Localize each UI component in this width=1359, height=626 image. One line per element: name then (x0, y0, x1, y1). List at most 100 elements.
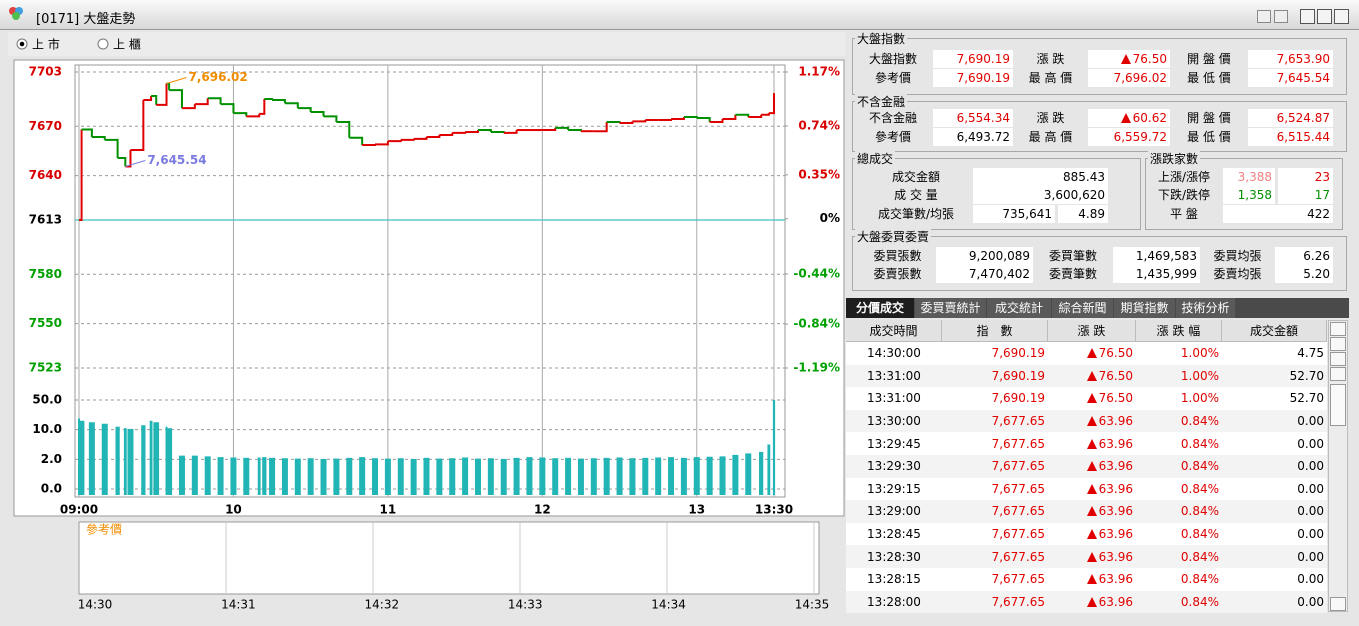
scroll-thumb[interactable] (1330, 384, 1346, 426)
x-tick-label: 14:34 (651, 598, 686, 612)
label-cell: 最 低 價 (1173, 69, 1245, 87)
label-cell: 最 低 價 (1173, 128, 1245, 146)
up-arrow (1086, 596, 1097, 607)
radio[interactable] (97, 38, 109, 50)
y-tick-label: 7703 (29, 65, 62, 79)
price-segment (387, 139, 402, 143)
y2-tick-label: 0.35% (798, 167, 840, 181)
price-segment (181, 104, 196, 110)
scroll-button[interactable] (1330, 352, 1346, 366)
cell-text: 3,600,620 (1043, 188, 1105, 202)
volume-bar (772, 400, 776, 495)
table-cell: 7,690.19 (942, 387, 1048, 410)
up-arrow (1086, 348, 1097, 359)
scroll-button[interactable] (1330, 597, 1346, 611)
close-button[interactable] (1334, 9, 1349, 24)
tab[interactable]: 技術分析 (1176, 298, 1235, 318)
scroll-button[interactable] (1330, 322, 1346, 336)
cell-text: 上漲/漲停 (1157, 170, 1211, 184)
volume-bar (732, 454, 739, 495)
cell-text: 6,559.72 (1113, 130, 1167, 144)
tab[interactable]: 分價成交 (846, 298, 914, 318)
tab[interactable]: 綜合新聞 (1052, 298, 1113, 318)
minimize-button[interactable] (1300, 9, 1315, 24)
label-cell: 委賣筆數 (1036, 265, 1110, 283)
app-icon (15, 7, 23, 15)
cell-text: 6.26 (1303, 249, 1330, 263)
table-row (846, 364, 1327, 388)
cell-text: 7,677.65 (991, 504, 1045, 519)
panel-box (1145, 158, 1343, 230)
table-row (846, 522, 1327, 546)
cell-text: 13:28:45 (867, 527, 921, 542)
label-cell: 參考價 (856, 128, 930, 146)
pin-button[interactable] (1257, 10, 1271, 23)
table-cell: 76.50 (1048, 342, 1136, 365)
cell-text: 13:31:00 (867, 391, 921, 406)
option-label[interactable]: 上 櫃 (113, 38, 141, 52)
cell-text: 0.00 (1297, 594, 1324, 609)
up-arrow (1086, 370, 1097, 381)
volume-bar (204, 456, 211, 495)
label-cell: 最 高 價 (1016, 128, 1085, 146)
price-segment (400, 138, 415, 141)
panel-box (852, 236, 1347, 291)
table-cell: 7,677.65 (942, 478, 1048, 501)
volume-bar (141, 425, 146, 495)
table-cell: 0.00 (1222, 478, 1327, 501)
option-label[interactable]: 上 市 (32, 37, 60, 52)
table-cell: 76.50 (1048, 387, 1136, 410)
price-segment (194, 98, 209, 106)
cell-text: 成交金額 (891, 170, 940, 184)
plot-frame (74, 64, 786, 498)
volume-bar (127, 428, 134, 495)
cell-text: 0.00 (1297, 504, 1324, 519)
cell-text: 7,677.65 (991, 459, 1045, 474)
cell-text: 漲 跌 (1036, 111, 1065, 125)
label-cell: 最 高 價 (1016, 69, 1085, 87)
y-tick-label: 7523 (29, 361, 62, 375)
cell-text: 委買張數 (873, 249, 922, 263)
cell-text: 76.50 (1098, 391, 1133, 406)
table-row (846, 500, 1327, 523)
volume-bar (149, 420, 153, 495)
value-cell: 7,696.02 (1088, 69, 1170, 87)
label-cell: 漲 跌 (1016, 50, 1085, 68)
y2-tick-label: -1.19% (793, 361, 840, 375)
table-header-bg (846, 320, 1327, 342)
value-cell: 7,470,402 (936, 265, 1033, 283)
table-cell: 0.00 (1222, 545, 1327, 568)
cell-text: 7,690.19 (991, 346, 1045, 361)
price-segment (233, 112, 248, 117)
up-arrow (1086, 483, 1097, 494)
cell-text: 13:28:30 (867, 549, 921, 564)
value-cell: 60.62 (1088, 109, 1170, 127)
cell-text: 平 盤 (1170, 207, 1198, 221)
cell-text: 23 (1314, 170, 1330, 184)
table-row (846, 455, 1327, 478)
volume-bar (101, 423, 108, 495)
cell-text: 7,690.19 (956, 52, 1010, 66)
label-cell: 委賣均張 (1203, 265, 1272, 283)
scroll-button[interactable] (1330, 337, 1346, 351)
volume-bar (372, 458, 379, 495)
label-cell: 委買張數 (862, 247, 933, 265)
volume-bar (655, 457, 662, 495)
info-panel: 大盤指數 大盤指數 7,690.19 漲 跌 76.50 開 盤 價 7,653.90 參考價… (846, 30, 1359, 626)
column-header: 漲 跌 (1048, 320, 1136, 342)
tab[interactable]: 委買賣統計 (915, 298, 986, 318)
cell-text: 9,200,089 (968, 249, 1030, 263)
maximize-button[interactable] (1317, 9, 1332, 24)
up-arrow (1086, 574, 1097, 585)
cell-text: 17 (1314, 188, 1330, 202)
cell-text: 最 低 價 (1187, 71, 1231, 85)
volume-bar (577, 458, 584, 495)
help-button[interactable] (1274, 10, 1288, 23)
cell-text: 6,554.34 (956, 111, 1010, 125)
scroll-button[interactable] (1330, 367, 1346, 381)
tab[interactable]: 期貨指數 (1114, 298, 1175, 318)
tab[interactable]: 成交統計 (987, 298, 1051, 318)
table-cell: 0.00 (1222, 410, 1327, 433)
cell-text: 漲 跌 (1036, 52, 1065, 66)
volume-bar (474, 458, 481, 495)
